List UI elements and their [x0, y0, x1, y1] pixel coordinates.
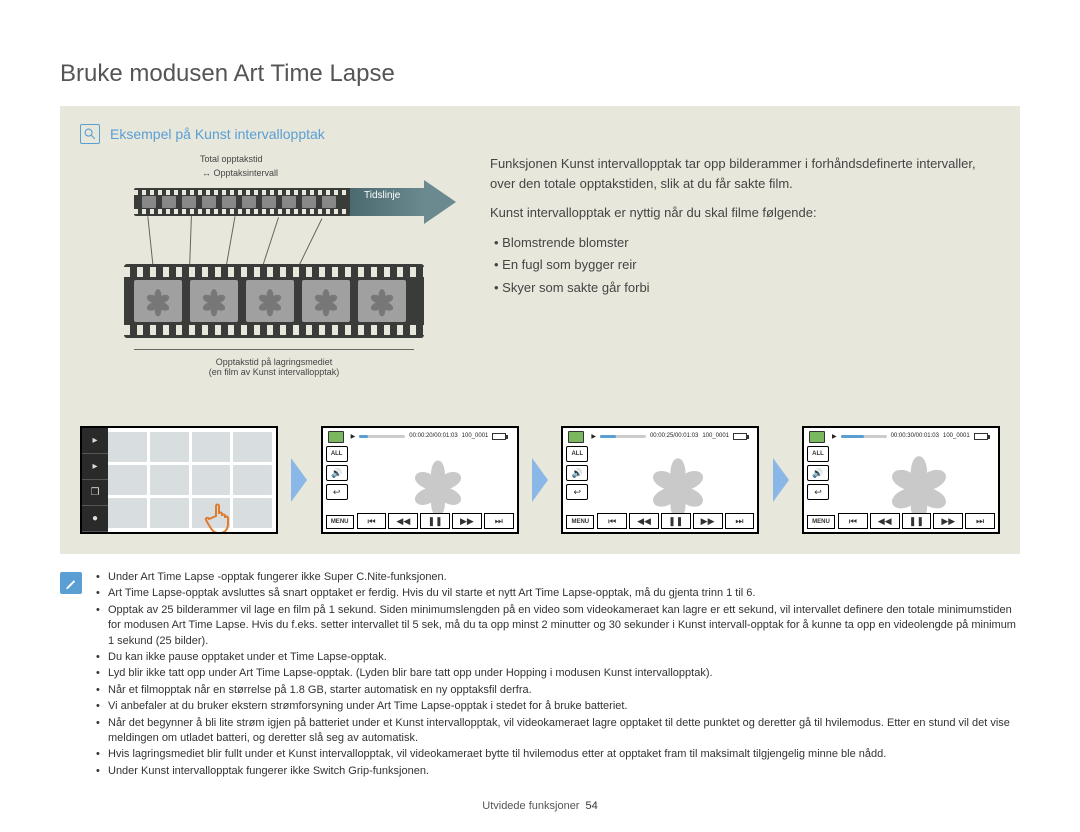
note-item: Du kan ikke pause opptaket under et Time… [94, 650, 1020, 665]
chevron-right-icon [532, 458, 548, 502]
note-item: Under Art Time Lapse -opptak fungerer ik… [94, 570, 1020, 585]
note-item: Art Time Lapse-opptak avsluttes så snart… [94, 586, 1020, 601]
hand-pointer-icon [202, 496, 242, 534]
next-track-icon: ⏭ [965, 513, 995, 529]
note-icon [60, 572, 82, 594]
volume-icon: 🔊 [807, 465, 829, 481]
all-button: ALL [326, 446, 348, 462]
desc-bullet: Skyer som sakte går forbi [494, 278, 1000, 298]
pause-icon: ❚❚ [420, 513, 450, 529]
label-storage: Opptakstid på lagringsmediet [124, 357, 424, 367]
all-button: ALL [807, 446, 829, 462]
next-track-icon: ⏭ [725, 513, 755, 529]
battery-icon [492, 433, 506, 440]
playback-screen-1: ▶ 00:00:20/00:01:03 100_0001 ALL 🔊 ↩ MEN… [321, 426, 519, 534]
rewind-icon: ◀◀ [629, 513, 659, 529]
desc-p1: Funksjonen Kunst intervallopptak tar opp… [490, 154, 1000, 193]
thumb-icon [328, 431, 344, 443]
playback-screen-2: ▶ 00:00:25/00:01:03 100_0001 ALL 🔊 ↩ MEN… [561, 426, 759, 534]
chevron-right-icon [291, 458, 307, 502]
prev-track-icon: ⏮ [357, 513, 387, 529]
battery-icon [974, 433, 988, 440]
thumbnail-screen: ▸ ▸ ❐ ● [80, 426, 278, 534]
all-button: ALL [566, 446, 588, 462]
note-item: Når det begynner å bli lite strøm igjen … [94, 716, 1020, 747]
label-interval: ↔ Opptaksintervall [202, 168, 278, 178]
label-storage2: (en film av Kunst intervallopptak) [124, 367, 424, 377]
notes-list: Under Art Time Lapse -opptak fungerer ik… [94, 570, 1020, 780]
note-item: Hvis lagringsmediet blir fullt under et … [94, 747, 1020, 762]
return-icon: ↩ [807, 484, 829, 500]
sidebar-icon: ▸ [82, 428, 108, 454]
filmstrip-small [134, 188, 374, 216]
volume-icon: 🔊 [326, 465, 348, 481]
pause-icon: ❚❚ [661, 513, 691, 529]
volume-icon: 🔊 [566, 465, 588, 481]
page-title: Bruke modusen Art Time Lapse [60, 60, 1020, 88]
playback-screen-3: ▶ 00:00:30/00:01:03 100_0001 ALL 🔊 ↩ MEN… [802, 426, 1000, 534]
example-panel: Eksempel på Kunst intervallopptak Total … [60, 106, 1020, 554]
prev-track-icon: ⏮ [838, 513, 868, 529]
note-item: Når et filmopptak når en størrelse på 1.… [94, 683, 1020, 698]
rewind-icon: ◀◀ [870, 513, 900, 529]
sidebar-icon: ❐ [82, 480, 108, 506]
next-track-icon: ⏭ [484, 513, 514, 529]
label-total: Total opptakstid [200, 154, 263, 164]
desc-p2: Kunst intervallopptak er nyttig når du s… [490, 203, 1000, 223]
timeline-arrow [350, 180, 460, 224]
pause-icon: ❚❚ [902, 513, 932, 529]
screens-row: ▸ ▸ ❐ ● ▶ 00:00:20/00:01:03 100_0001 ALL… [80, 426, 1000, 534]
magnifier-icon [80, 124, 100, 144]
return-icon: ↩ [566, 484, 588, 500]
battery-icon [733, 433, 747, 440]
forward-icon: ▶▶ [693, 513, 723, 529]
prev-track-icon: ⏮ [597, 513, 627, 529]
forward-icon: ▶▶ [452, 513, 482, 529]
note-item: Opptak av 25 bilderammer vil lage en fil… [94, 603, 1020, 649]
sidebar-icon: ▸ [82, 454, 108, 480]
label-timeline: Tidslinje [364, 190, 400, 201]
rewind-icon: ◀◀ [388, 513, 418, 529]
timeline-diagram: Total opptakstid ↔ Opptaksintervall [80, 154, 460, 414]
note-item: Lyd blir ikke tatt opp under Art Time La… [94, 666, 1020, 681]
sidebar-icon: ● [82, 506, 108, 532]
menu-button: MENU [326, 515, 354, 529]
menu-button: MENU [566, 515, 594, 529]
desc-bullet: En fugl som bygger reir [494, 255, 1000, 275]
desc-bullet: Blomstrende blomster [494, 233, 1000, 253]
example-heading: Eksempel på Kunst intervallopptak [110, 126, 325, 142]
page-footer: Utvidede funksjoner54 [60, 800, 1020, 812]
chevron-right-icon [773, 458, 789, 502]
filmstrip-big [124, 264, 424, 338]
forward-icon: ▶▶ [933, 513, 963, 529]
note-item: Under Kunst intervallopptak fungerer ikk… [94, 764, 1020, 779]
thumb-icon [568, 431, 584, 443]
thumb-icon [809, 431, 825, 443]
note-item: Vi anbefaler at du bruker ekstern strømf… [94, 699, 1020, 714]
return-icon: ↩ [326, 484, 348, 500]
menu-button: MENU [807, 515, 835, 529]
